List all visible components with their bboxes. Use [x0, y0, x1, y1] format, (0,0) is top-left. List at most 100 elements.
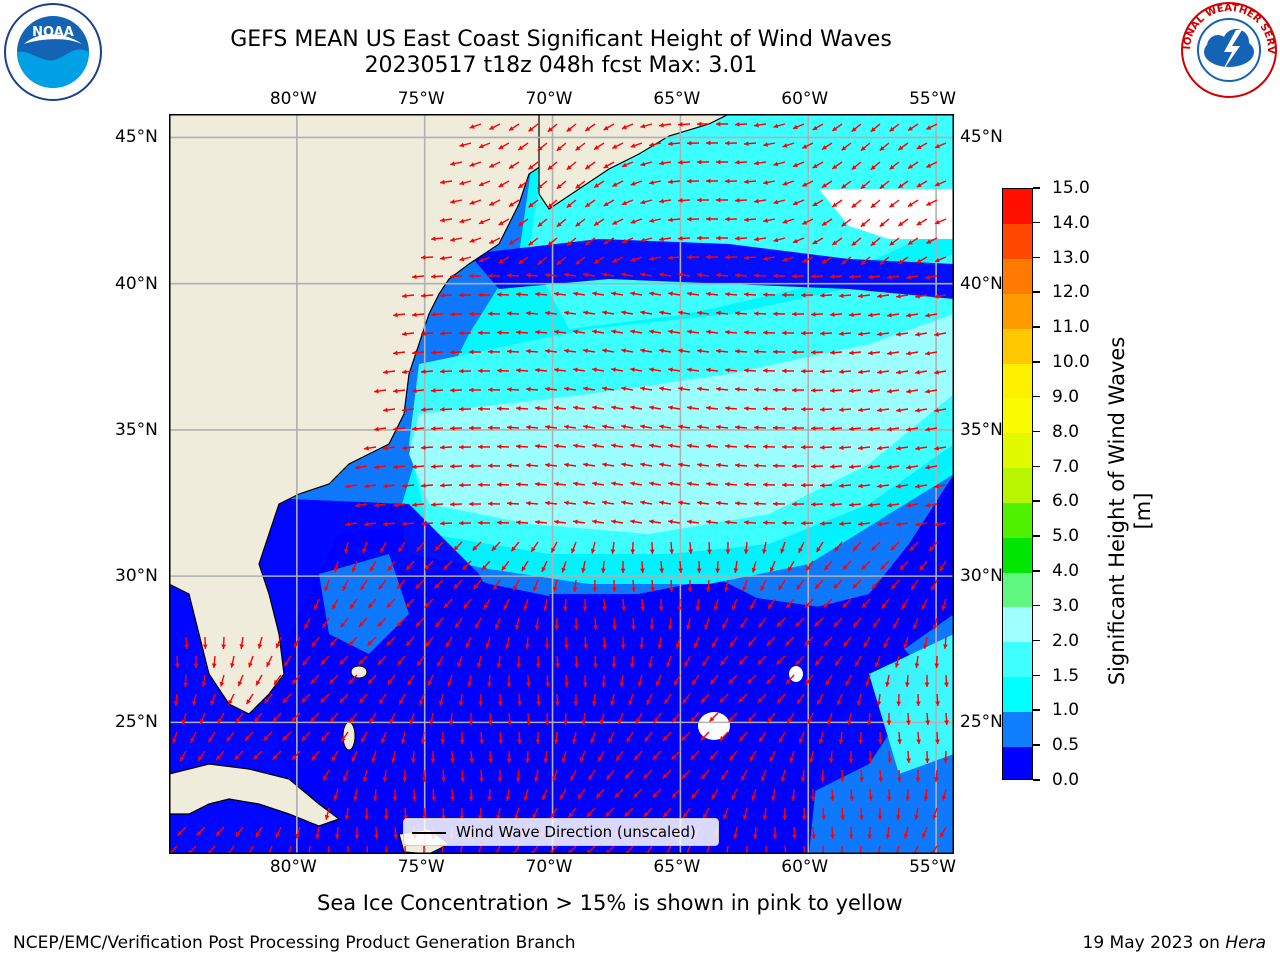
wave-direction-arrow — [649, 519, 662, 525]
wave-direction-arrow — [591, 693, 597, 707]
arrow-head — [773, 501, 778, 507]
arrow-head — [925, 274, 930, 280]
arrow-head — [762, 815, 768, 820]
wave-direction-arrow — [411, 464, 425, 470]
wave-direction-arrow — [743, 520, 757, 525]
wave-direction-arrow — [906, 350, 919, 356]
wave-direction-arrow — [769, 750, 776, 763]
arrow-head — [621, 124, 627, 130]
arrow-head — [566, 164, 572, 170]
arrow-head — [264, 698, 270, 704]
wave-direction-arrow — [782, 256, 795, 262]
wave-direction-arrow — [458, 368, 472, 374]
arrow-head — [914, 814, 919, 820]
wave-direction-arrow — [941, 788, 947, 801]
arrow-head — [880, 564, 886, 570]
footer-host: Hera — [1225, 933, 1266, 953]
arrow-head — [701, 774, 706, 780]
arrow-head — [868, 464, 873, 470]
arrow-head — [760, 585, 765, 591]
arrow-head — [455, 622, 460, 628]
arrow-head — [735, 386, 740, 392]
wave-direction-arrow — [411, 388, 425, 394]
wave-direction-arrow — [516, 655, 522, 669]
wave-direction-arrow — [792, 237, 805, 244]
wave-direction-arrow — [879, 256, 890, 266]
arrow-head — [906, 426, 911, 432]
wave-direction-arrow — [897, 180, 909, 189]
arrow-head — [459, 482, 464, 488]
wave-direction-arrow — [301, 731, 311, 742]
arrow-head — [459, 368, 464, 374]
wave-direction-arrow — [697, 348, 710, 354]
arrow-head — [852, 546, 858, 551]
arrow-head — [537, 183, 543, 189]
wave-direction-arrow — [829, 464, 843, 469]
wave-direction-arrow — [344, 807, 350, 820]
wave-direction-arrow — [434, 541, 444, 552]
wave-direction-arrow — [555, 655, 560, 669]
wave-direction-arrow — [184, 636, 189, 650]
arrow-head — [773, 237, 779, 243]
arrow-head — [374, 464, 379, 470]
arrow-shaft — [822, 845, 825, 854]
wave-direction-arrow — [469, 161, 482, 167]
arrow-head — [842, 564, 848, 570]
arrow-head — [592, 291, 597, 297]
wave-direction-arrow — [354, 826, 360, 840]
arrow-head — [497, 482, 502, 488]
arrow-head — [640, 199, 646, 205]
wave-direction-arrow — [602, 462, 615, 468]
arrow-head — [603, 201, 609, 207]
arrow-head — [487, 796, 493, 801]
wave-direction-arrow — [758, 731, 767, 743]
wave-direction-arrow — [172, 731, 178, 744]
wave-direction-arrow — [420, 369, 434, 375]
arrow-head — [402, 369, 407, 375]
arrow-head — [640, 272, 645, 278]
wave-direction-arrow — [610, 541, 616, 554]
wave-direction-arrow — [401, 293, 415, 299]
wave-direction-arrow — [809, 750, 814, 763]
colorbar-tick-mark — [1033, 779, 1040, 781]
arrow-head — [849, 312, 854, 318]
wave-direction-arrow — [932, 617, 938, 630]
arrow-head — [532, 813, 537, 819]
wave-direction-arrow — [478, 180, 491, 187]
wave-direction-arrow — [700, 731, 710, 741]
wave-direction-arrow — [177, 826, 187, 836]
lat-tick-right: 35°N — [960, 419, 1003, 440]
wave-direction-arrow — [217, 712, 225, 724]
arrow-head — [459, 815, 465, 820]
wave-direction-arrow — [870, 161, 881, 171]
arrow-head — [479, 777, 484, 782]
arrow-head — [841, 183, 847, 189]
wave-direction-arrow — [532, 807, 539, 820]
wave-direction-arrow — [554, 291, 567, 297]
wave-direction-arrow — [374, 502, 387, 508]
arrow-head — [668, 141, 673, 147]
arrow-head — [668, 329, 673, 335]
colorbar-tick-label: 9.0 — [1052, 386, 1080, 407]
arrow-head — [292, 679, 297, 685]
arrow-head — [640, 606, 645, 611]
wave-direction-arrow — [773, 237, 786, 243]
wave-direction-arrow — [924, 674, 930, 688]
arrow-head — [534, 625, 540, 630]
arrow-head — [782, 219, 788, 224]
arrow-head — [768, 603, 773, 609]
arrow-head — [706, 405, 711, 411]
wave-direction-arrow — [782, 807, 788, 821]
arrow-head — [769, 756, 774, 762]
wave-direction-arrow — [563, 712, 569, 726]
wave-direction-arrow — [586, 807, 596, 818]
wave-direction-arrow — [389, 712, 396, 725]
arrow-head — [861, 564, 867, 570]
wave-direction-arrow — [575, 142, 586, 151]
colorbar-segment — [1003, 328, 1032, 364]
wave-direction-arrow — [301, 693, 311, 704]
colorbar-tick-mark — [1033, 570, 1040, 572]
arrow-head — [387, 679, 393, 685]
wave-direction-arrow — [668, 443, 681, 449]
arrow-head — [514, 624, 520, 630]
